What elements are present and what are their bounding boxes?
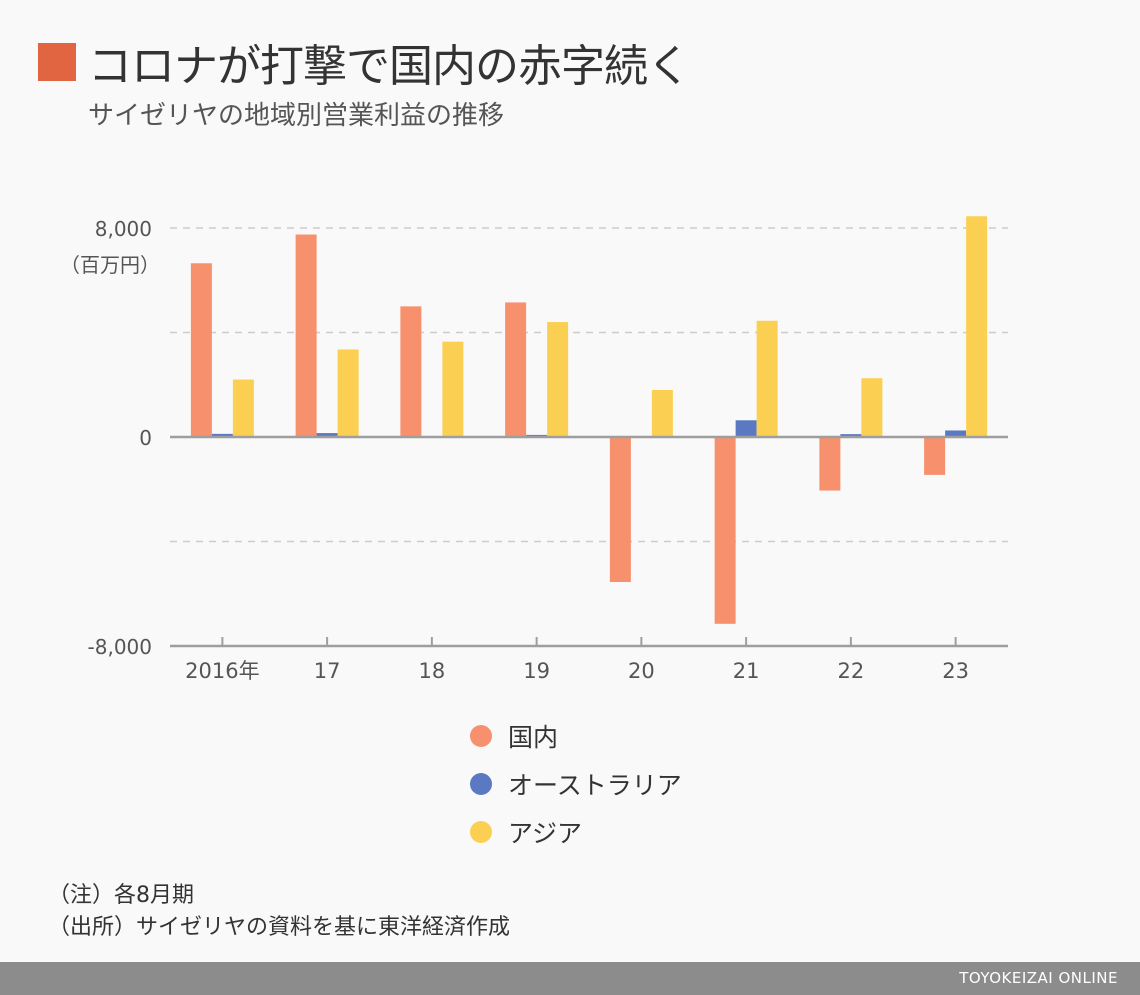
note-fiscal-period: （注）各8月期: [48, 883, 194, 908]
legend-item-australia: オーストラリア: [470, 760, 682, 808]
bar: [735, 420, 757, 437]
bar: [295, 234, 317, 437]
legend-item-asia: アジア: [470, 808, 682, 856]
legend-swatch-asia: [470, 821, 492, 843]
x-tick-label: 22: [838, 659, 865, 683]
bar: [442, 341, 464, 437]
bar: [232, 379, 254, 437]
bar: [400, 306, 422, 437]
legend-swatch-domestic: [470, 725, 492, 747]
footer-bar: TOYOKEIZAI ONLINE: [0, 962, 1140, 995]
x-tick-label: 18: [419, 659, 446, 683]
x-tick-label: 21: [733, 659, 760, 683]
chart-title: コロナが打撃で国内の赤字続く: [88, 41, 691, 92]
bar: [316, 433, 338, 437]
legend-label-asia: アジア: [508, 819, 583, 848]
y-unit-label: （百万円）: [60, 253, 160, 277]
legend-label-australia: オーストラリア: [508, 771, 682, 800]
bar: [651, 389, 673, 437]
x-tick-label: 17: [314, 659, 341, 683]
legend-item-domestic: 国内: [470, 712, 682, 760]
bar: [211, 433, 233, 437]
x-tick-label: 2016年: [185, 659, 259, 683]
bar: [190, 263, 212, 437]
bar: [337, 349, 359, 437]
x-tick-label: 19: [523, 659, 550, 683]
y-tick-label: 0: [139, 426, 152, 450]
legend-label-domestic: 国内: [508, 723, 559, 752]
bar: [840, 434, 862, 437]
bar: [924, 437, 946, 475]
bar: [756, 320, 778, 437]
y-tick-label: 8,000: [95, 217, 152, 241]
header: コロナが打撃で国内の赤字続く: [38, 30, 691, 94]
brand-label: TOYOKEIZAI ONLINE: [959, 969, 1118, 987]
bar: [547, 322, 569, 437]
bar: [945, 430, 967, 437]
note-source: （出所）サイゼリヤの資料を基に東洋経済作成: [48, 915, 511, 940]
bar: [505, 302, 527, 437]
bar: [714, 437, 736, 624]
bar: [609, 437, 631, 582]
y-tick-label: -8,000: [88, 635, 152, 659]
title-square-icon: [38, 43, 76, 81]
bar: [819, 437, 841, 491]
bar: [861, 378, 883, 437]
bar: [966, 216, 988, 437]
notes: （注）各8月期 （出所）サイゼリヤの資料を基に東洋経済作成: [48, 880, 510, 944]
chart-subtitle: サイゼリヤの地域別営業利益の推移: [88, 101, 505, 131]
legend-swatch-australia: [470, 773, 492, 795]
x-tick-label: 20: [628, 659, 655, 683]
x-tick-label: 23: [942, 659, 969, 683]
bar-chart: 8,000 0 -8,000 （百万円） 2016年 17 18 19 20 21 22 23: [60, 216, 1008, 683]
legend: 国内 オーストラリア アジア: [470, 712, 682, 856]
